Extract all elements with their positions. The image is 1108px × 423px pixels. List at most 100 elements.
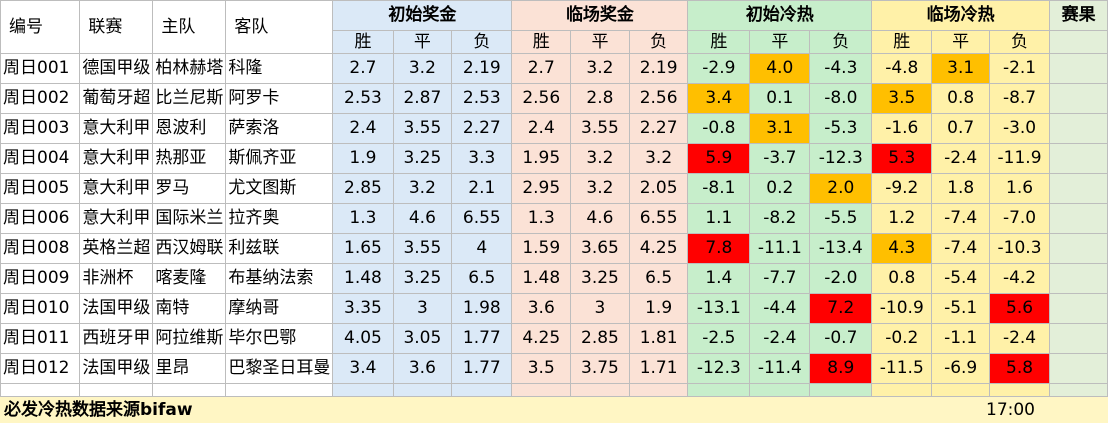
initial-heat-cell[interactable]: 3.4 (687, 83, 751, 114)
live-heat-cell[interactable]: 1.6 (988, 173, 1051, 204)
league-cell[interactable]: 德国甲级 (79, 53, 154, 84)
match-id-cell[interactable]: 周日002 (0, 83, 81, 114)
live-odds-cell[interactable]: 1.95 (511, 143, 572, 174)
league-cell[interactable]: 英格兰超 (79, 233, 154, 264)
live-heat-cell[interactable]: -11.9 (988, 143, 1051, 174)
initial-odds-cell[interactable]: 3.25 (392, 263, 453, 294)
live-heat-cell[interactable]: -10.9 (871, 293, 933, 324)
initial-heat-cell[interactable]: -12.3 (809, 143, 873, 174)
away-team-cell[interactable]: 摩纳哥 (225, 293, 334, 324)
initial-heat-cell[interactable]: 7.8 (687, 233, 751, 264)
match-id-cell[interactable]: 周日001 (0, 53, 81, 84)
league-cell[interactable]: 意大利甲 (79, 113, 154, 144)
league-cell[interactable]: 意大利甲 (79, 143, 154, 174)
live-odds-cell[interactable]: 1.3 (511, 203, 572, 234)
match-id-cell[interactable]: 周日012 (0, 353, 81, 384)
live-odds-cell[interactable]: 3.2 (628, 143, 689, 174)
initial-odds-cell[interactable]: 2.87 (392, 83, 453, 114)
initial-heat-cell[interactable]: -8.0 (809, 83, 873, 114)
initial-odds-cell[interactable]: 3.2 (392, 173, 453, 204)
live-odds-cell[interactable]: 6.55 (628, 203, 689, 234)
live-odds-cell[interactable]: 2.05 (628, 173, 689, 204)
live-odds-cell[interactable]: 2.19 (628, 53, 689, 84)
initial-odds-cell[interactable]: 4.05 (332, 323, 394, 354)
result-cell[interactable] (1049, 173, 1108, 204)
initial-odds-cell[interactable]: 1.77 (451, 353, 513, 384)
live-odds-cell[interactable]: 2.4 (511, 113, 572, 144)
initial-odds-cell[interactable]: 3 (392, 293, 453, 324)
home-team-cell[interactable]: 热那亚 (152, 143, 227, 174)
initial-heat-cell[interactable]: -2.0 (809, 263, 873, 294)
league-cell[interactable]: 法国甲级 (79, 353, 154, 384)
result-cell[interactable] (1049, 53, 1108, 84)
live-heat-cell[interactable]: 3.1 (931, 53, 990, 84)
initial-heat-cell[interactable]: 3.1 (749, 113, 811, 144)
live-odds-cell[interactable]: 3.55 (570, 113, 630, 144)
live-odds-cell[interactable]: 1.81 (628, 323, 689, 354)
result-cell[interactable] (1049, 83, 1108, 114)
initial-odds-cell[interactable]: 4.6 (392, 203, 453, 234)
initial-odds-cell[interactable]: 2.85 (332, 173, 394, 204)
initial-odds-cell[interactable]: 2.19 (451, 53, 513, 84)
home-team-cell[interactable]: 比兰尼斯 (152, 83, 227, 114)
live-odds-cell[interactable]: 4.25 (511, 323, 572, 354)
initial-odds-cell[interactable]: 1.9 (332, 143, 394, 174)
live-heat-cell[interactable]: 5.3 (871, 143, 933, 174)
live-heat-cell[interactable]: -7.0 (988, 203, 1051, 234)
live-odds-cell[interactable]: 2.56 (511, 83, 572, 114)
live-heat-cell[interactable]: 0.8 (931, 83, 990, 114)
initial-odds-cell[interactable]: 3.55 (392, 233, 453, 264)
live-odds-cell[interactable]: 6.5 (628, 263, 689, 294)
initial-odds-cell[interactable]: 3.3 (451, 143, 513, 174)
initial-heat-cell[interactable]: -13.4 (809, 233, 873, 264)
live-heat-cell[interactable]: 1.2 (871, 203, 933, 234)
initial-odds-cell[interactable]: 1.65 (332, 233, 394, 264)
home-team-cell[interactable]: 里昂 (152, 353, 227, 384)
initial-odds-cell[interactable]: 3.6 (392, 353, 453, 384)
initial-odds-cell[interactable]: 3.25 (392, 143, 453, 174)
initial-heat-cell[interactable]: -5.3 (809, 113, 873, 144)
initial-heat-cell[interactable]: -3.7 (749, 143, 811, 174)
initial-heat-cell[interactable]: 8.9 (809, 353, 873, 384)
away-team-cell[interactable]: 拉齐奥 (225, 203, 334, 234)
home-team-cell[interactable]: 恩波利 (152, 113, 227, 144)
result-cell[interactable] (1049, 233, 1108, 264)
live-heat-cell[interactable]: -4.2 (988, 263, 1051, 294)
live-odds-cell[interactable]: 2.27 (628, 113, 689, 144)
live-odds-cell[interactable]: 3 (570, 293, 630, 324)
live-odds-cell[interactable]: 3.6 (511, 293, 572, 324)
match-id-cell[interactable]: 周日004 (0, 143, 81, 174)
live-heat-cell[interactable]: -10.3 (988, 233, 1051, 264)
home-team-cell[interactable]: 南特 (152, 293, 227, 324)
result-cell[interactable] (1049, 143, 1108, 174)
initial-heat-cell[interactable]: 1.4 (687, 263, 751, 294)
initial-odds-cell[interactable]: 2.27 (451, 113, 513, 144)
initial-odds-cell[interactable]: 1.77 (451, 323, 513, 354)
initial-heat-cell[interactable]: -11.4 (749, 353, 811, 384)
live-heat-cell[interactable]: -5.4 (931, 263, 990, 294)
live-odds-cell[interactable]: 1.59 (511, 233, 572, 264)
initial-odds-cell[interactable]: 3.55 (392, 113, 453, 144)
live-heat-cell[interactable]: -7.4 (931, 233, 990, 264)
live-heat-cell[interactable]: -3.0 (988, 113, 1051, 144)
live-odds-cell[interactable]: 3.2 (570, 53, 630, 84)
live-heat-cell[interactable]: 3.5 (871, 83, 933, 114)
league-cell[interactable]: 意大利甲 (79, 203, 154, 234)
initial-odds-cell[interactable]: 2.53 (332, 83, 394, 114)
live-odds-cell[interactable]: 2.56 (628, 83, 689, 114)
league-cell[interactable]: 非洲杯 (79, 263, 154, 294)
live-odds-cell[interactable]: 3.75 (570, 353, 630, 384)
away-team-cell[interactable]: 尤文图斯 (225, 173, 334, 204)
initial-odds-cell[interactable]: 2.4 (332, 113, 394, 144)
initial-heat-cell[interactable]: -2.9 (687, 53, 751, 84)
result-cell[interactable] (1049, 203, 1108, 234)
initial-odds-cell[interactable]: 2.53 (451, 83, 513, 114)
live-heat-cell[interactable]: 4.3 (871, 233, 933, 264)
live-heat-cell[interactable]: 5.8 (988, 353, 1051, 384)
live-heat-cell[interactable]: -2.4 (988, 323, 1051, 354)
initial-heat-cell[interactable]: -2.4 (749, 323, 811, 354)
league-cell[interactable]: 葡萄牙超 (79, 83, 154, 114)
live-odds-cell[interactable]: 3.5 (511, 353, 572, 384)
away-team-cell[interactable]: 巴黎圣日耳曼 (225, 353, 334, 384)
live-heat-cell[interactable]: -2.1 (988, 53, 1051, 84)
